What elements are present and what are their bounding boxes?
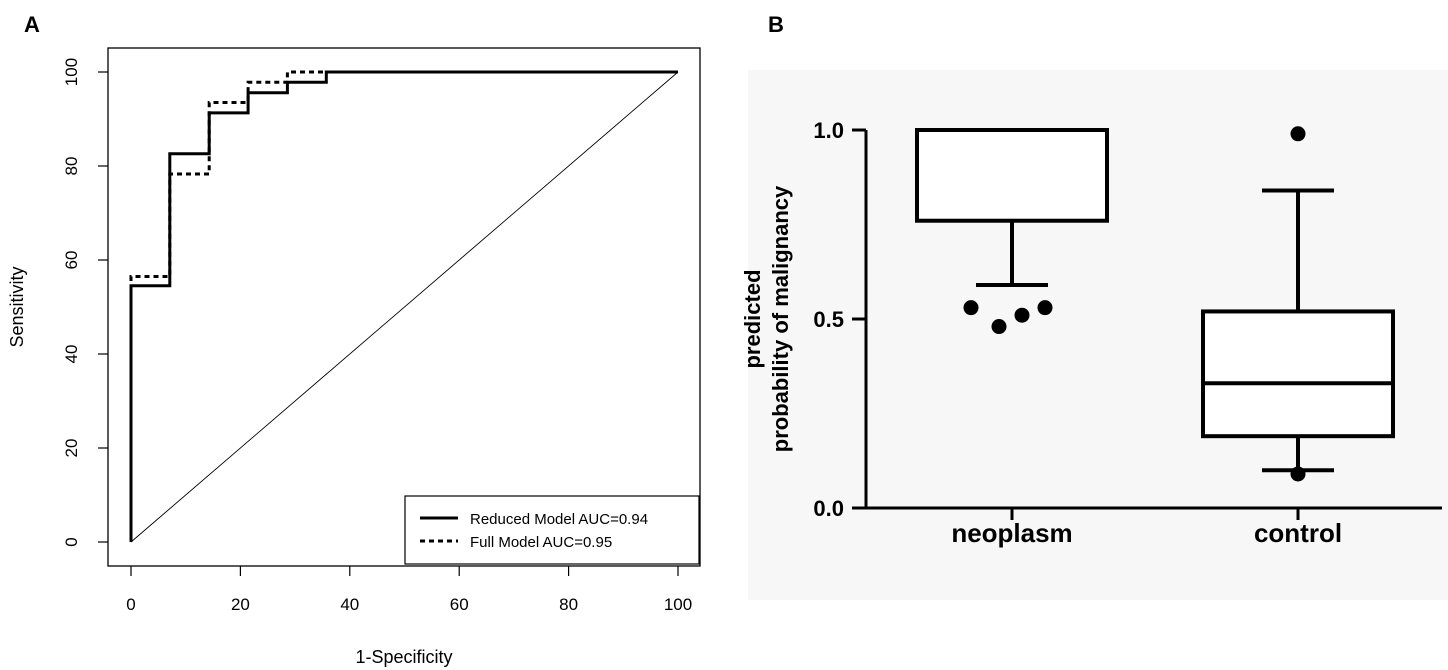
- y-tick-label: 20: [62, 439, 81, 458]
- y-tick-label: 40: [62, 345, 81, 364]
- legend: Reduced Model AUC=0.94 Full Model AUC=0.…: [404, 495, 700, 565]
- box-neoplasm: [915, 128, 1109, 335]
- legend-box: [404, 495, 700, 565]
- x-tick-label: 80: [559, 595, 578, 614]
- x-category-label: control: [1254, 518, 1342, 548]
- y-axis-label-line1: predicted: [740, 269, 765, 368]
- panel-b-letter: B: [768, 12, 784, 37]
- panel-b-box-chart: B 0.0 0.5 1.0 neoplasm control predicted pr…: [740, 12, 1448, 600]
- plot-b-x-axis: neoplasm control: [951, 508, 1342, 548]
- y-tick-label: 1.0: [813, 118, 844, 143]
- outlier-point: [963, 300, 979, 316]
- x-category-label: neoplasm: [951, 518, 1072, 548]
- x-tick-label: 40: [340, 595, 359, 614]
- x-tick-label: 20: [231, 595, 250, 614]
- plot-a-x-axis: 0 20 40 60 80 100: [126, 566, 692, 614]
- y-tick-label: 100: [62, 58, 81, 86]
- outlier-point: [991, 319, 1007, 335]
- y-tick-label: 0: [62, 537, 81, 546]
- panel-a-roc-chart: A 0 20 40 60 80 100 0 20 40 60 80 100 1-Specificit…: [7, 12, 701, 667]
- y-tick-label: 60: [62, 251, 81, 270]
- outlier-point: [1037, 300, 1053, 316]
- plot-a-y-axis: 0 20 40 60 80 100: [62, 58, 108, 547]
- y-tick-label: 0.0: [813, 496, 844, 521]
- outlier-point: [1014, 307, 1030, 323]
- outlier-point: [1290, 466, 1306, 482]
- series-line-full-model: [129, 70, 678, 542]
- panel-a-letter: A: [24, 12, 40, 37]
- plot-a-series: [129, 70, 679, 543]
- x-axis-label: 1-Specificity: [355, 647, 452, 667]
- box-body: [915, 128, 1109, 223]
- reference-diagonal-line: [130, 71, 679, 543]
- y-tick-label: 80: [62, 157, 81, 176]
- outlier-point: [1290, 126, 1306, 142]
- x-tick-label: 0: [126, 595, 135, 614]
- x-tick-label: 100: [664, 595, 692, 614]
- legend-label-reduced: Reduced Model AUC=0.94: [470, 511, 648, 528]
- box-body: [1201, 309, 1395, 439]
- legend-label-full: Full Model AUC=0.95: [470, 534, 612, 551]
- plot-b-boxes: [915, 126, 1395, 482]
- x-tick-label: 60: [450, 595, 469, 614]
- plot-b-y-axis: 0.0 0.5 1.0: [813, 118, 866, 521]
- y-tick-label: 0.5: [813, 307, 844, 332]
- box-control: [1201, 126, 1395, 482]
- y-axis-label-line2: probability of malignancy: [768, 185, 793, 452]
- series-line-reduced-model: [129, 70, 678, 542]
- y-axis-label: Sensitivity: [7, 266, 27, 347]
- plot-a-frame: [107, 47, 701, 567]
